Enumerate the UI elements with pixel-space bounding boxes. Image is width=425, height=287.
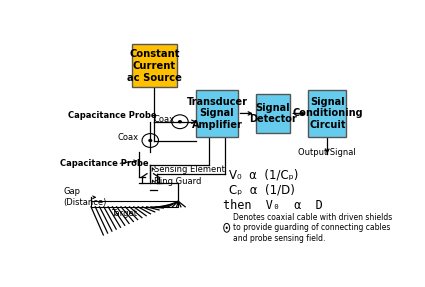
Text: V₀  α  (1/Cₚ): V₀ α (1/Cₚ) [230, 168, 299, 181]
Text: Transducer
Signal
Amplifier: Transducer Signal Amplifier [187, 97, 247, 130]
Ellipse shape [178, 120, 182, 123]
Text: Signal
Conditioning
Circuit: Signal Conditioning Circuit [292, 97, 363, 130]
Text: Capacitance Probe: Capacitance Probe [60, 159, 148, 168]
Bar [309, 90, 346, 137]
Text: Gap
(Distance): Gap (Distance) [63, 187, 106, 207]
Text: Denotes coaxial cable with driven shields
to provide guarding of connecting cabl: Denotes coaxial cable with driven shield… [232, 213, 392, 243]
Text: Coax: Coax [117, 133, 139, 142]
Text: Sensing Element: Sensing Element [153, 165, 224, 174]
Ellipse shape [148, 139, 152, 142]
Text: Signal
Detector: Signal Detector [249, 103, 297, 124]
Ellipse shape [226, 226, 228, 229]
Text: Constant
Current
ac Source: Constant Current ac Source [127, 49, 182, 83]
Text: Coax: Coax [153, 115, 175, 124]
Text: Capacitance Probe: Capacitance Probe [68, 110, 156, 120]
Bar [256, 94, 290, 133]
Text: Output Signal: Output Signal [298, 148, 356, 157]
Bar [132, 44, 177, 88]
Text: Ring Guard: Ring Guard [153, 177, 201, 186]
Text: Cₚ  α  (1/D): Cₚ α (1/D) [230, 184, 295, 197]
Text: Target: Target [111, 209, 137, 218]
Text: then  V₀  α  D: then V₀ α D [223, 199, 323, 212]
Bar [91, 201, 178, 207]
Bar [196, 90, 238, 137]
